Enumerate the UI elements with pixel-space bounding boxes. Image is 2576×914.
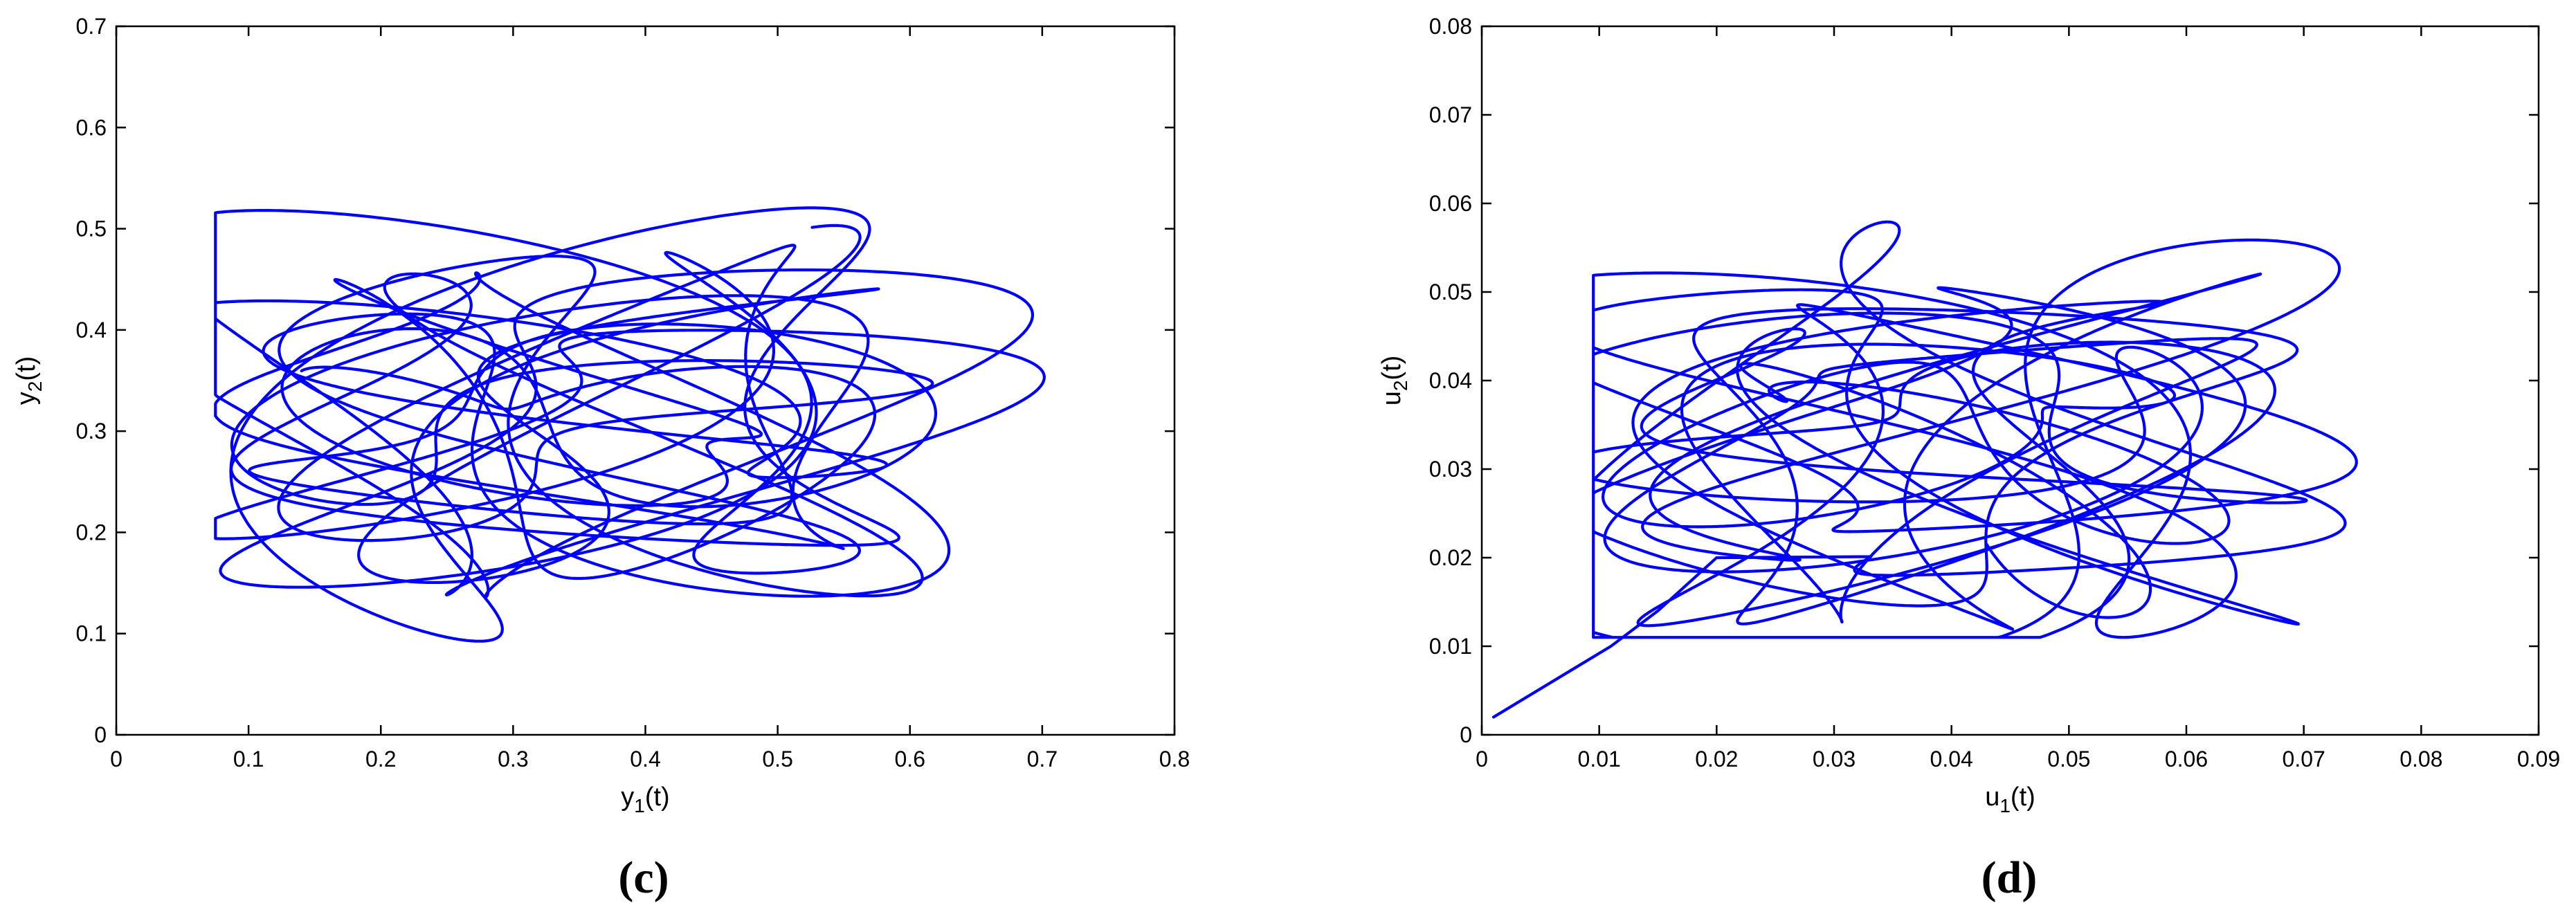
x-tick-label: 0.2 <box>365 747 396 771</box>
x-tick-label: 0.01 <box>1578 747 1621 771</box>
x-tick-label: 0.8 <box>1159 747 1190 771</box>
y-tick-label: 0.2 <box>76 520 107 545</box>
x-tick-label: 0.02 <box>1695 747 1738 771</box>
y-axis-label: y2(t) <box>12 356 46 405</box>
y-tick-label: 0.07 <box>1429 102 1472 127</box>
y-tick-label: 0.02 <box>1429 545 1472 570</box>
y-axis-label: u2(t) <box>1377 356 1411 406</box>
panel-c: 0 0.1 0.2 0.3 0.4 0.5 0.6 0.7 0.8 0 0.1 0.2 0.3 0.4 0.… <box>12 14 1190 903</box>
x-tick-label: 0 <box>1476 747 1488 771</box>
y-tick-label: 0.04 <box>1429 368 1472 393</box>
trajectory-line-0 <box>1491 220 2358 719</box>
y-tick-label: 0 <box>94 722 107 747</box>
trajectory-line-0 <box>214 206 1046 643</box>
x-axis-label-base: y <box>621 783 634 812</box>
y-tick-label: 0.6 <box>76 115 107 140</box>
y-tick-label: 0.05 <box>1429 280 1472 304</box>
x-tick-label: 0.08 <box>2400 747 2442 771</box>
x-axis-label-base: u <box>1985 783 1999 812</box>
y-tick-label: 0.06 <box>1429 191 1472 216</box>
x-tick-label: 0.6 <box>895 747 925 771</box>
x-axis-label-sub: 1 <box>634 795 645 816</box>
y-axis-label-base: y <box>12 392 41 405</box>
y-axis-label-sub: 2 <box>1390 381 1411 392</box>
y-tick-label: 0.08 <box>1429 14 1472 39</box>
x-tick-label: 0.4 <box>630 747 660 771</box>
panel-caption: (d) <box>1981 852 2038 903</box>
y-tick-label: 0.1 <box>76 621 107 646</box>
y-axis-label-sub: 2 <box>24 381 46 392</box>
x-axis-label-sub: 1 <box>1999 795 2011 816</box>
x-tick-label: 0.5 <box>762 747 792 771</box>
y-tick-label: 0.03 <box>1429 457 1472 482</box>
y-tick-label: 0.01 <box>1429 634 1472 659</box>
x-tick-label: 0.1 <box>233 747 264 771</box>
y-tick-label: 0.7 <box>76 14 107 39</box>
y-axis-label-base: u <box>1377 391 1406 405</box>
x-tick-label: 0.06 <box>2165 747 2208 771</box>
x-axis-label-suffix: (t) <box>2011 783 2035 812</box>
x-tick-label: 0.07 <box>2283 747 2325 771</box>
x-tick-label: 0.3 <box>498 747 528 771</box>
x-axis-label: y1(t) <box>621 783 669 816</box>
panel-caption: (c) <box>618 852 669 903</box>
y-tick-label: 0.4 <box>76 318 107 342</box>
x-tick-label: 0.03 <box>1813 747 1856 771</box>
x-tick-label: 0.04 <box>1930 747 1973 771</box>
x-axis-label-suffix: (t) <box>645 783 670 812</box>
plot-frame <box>115 25 1176 736</box>
x-axis-label: u1(t) <box>1985 783 2035 816</box>
x-tick-label: 0.7 <box>1027 747 1058 771</box>
y-tick-label: 0.5 <box>76 217 107 241</box>
y-axis-label-suffix: (t) <box>1377 356 1406 381</box>
x-tick-label: 0.09 <box>2517 747 2560 771</box>
y-tick-label: 0 <box>1460 722 1472 747</box>
y-tick-label: 0.3 <box>76 419 107 444</box>
panel-d: 0 0.01 0.02 0.03 0.04 0.05 0.06 0.07 0.08 0.09 0 0.… <box>1377 14 2560 903</box>
y-axis-label-suffix: (t) <box>12 356 41 381</box>
x-tick-label: 0.05 <box>2047 747 2090 771</box>
x-tick-label: 0 <box>110 747 123 771</box>
